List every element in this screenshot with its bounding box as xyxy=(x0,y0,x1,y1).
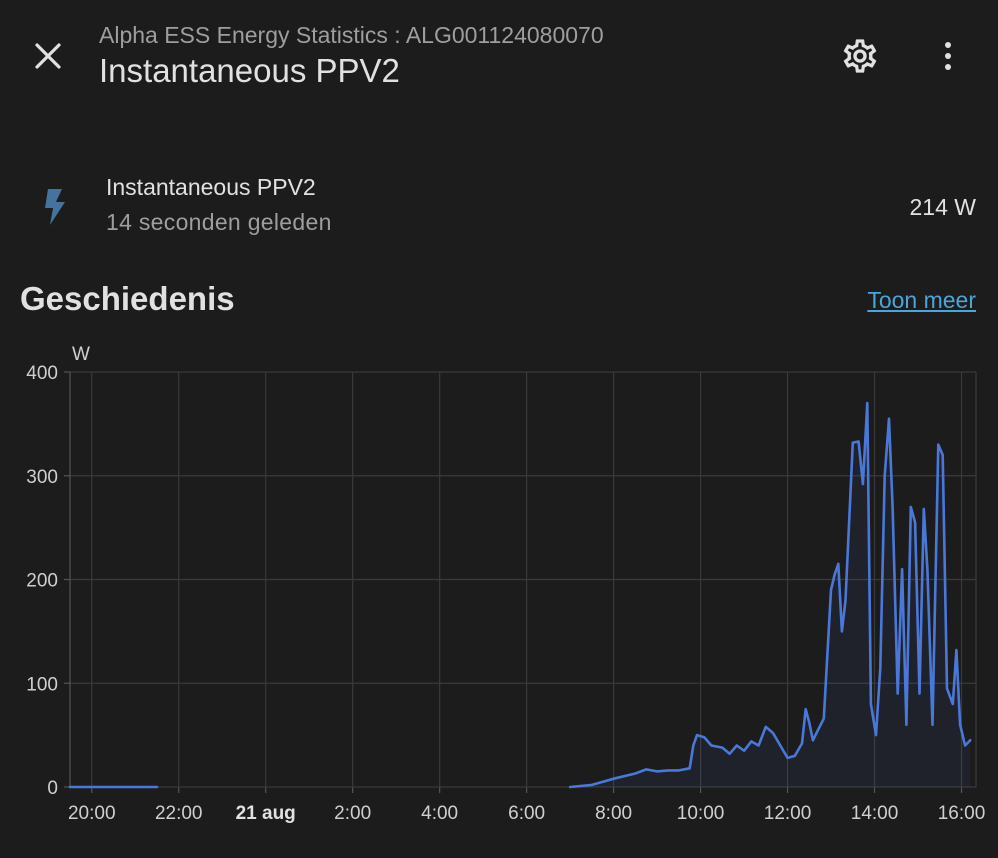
x-tick-label: 22:00 xyxy=(155,803,203,824)
show-more-link[interactable]: Toon meer xyxy=(867,287,976,313)
series-line xyxy=(568,401,972,789)
y-axis-unit: W xyxy=(72,344,90,365)
x-tick-label: 4:00 xyxy=(421,803,458,824)
dialog-title: Instantaneous PPV2 xyxy=(99,52,400,89)
more-options-button[interactable] xyxy=(928,36,968,76)
entity-name: Instantaneous PPV2 xyxy=(106,174,316,200)
x-tick-label: 16:00 xyxy=(938,803,986,824)
dialog-subtitle: Alpha ESS Energy Statistics : ALG0011240… xyxy=(99,22,604,48)
y-tick-label: 400 xyxy=(26,363,58,384)
x-tick-label: 20:00 xyxy=(68,803,116,824)
entity-last-changed: 14 seconden geleden xyxy=(106,209,332,235)
y-tick-label: 0 xyxy=(47,778,58,799)
entity-state-value: 214 W xyxy=(909,194,976,220)
settings-button[interactable] xyxy=(840,36,880,76)
x-tick-label: 6:00 xyxy=(508,803,545,824)
entity-row: Instantaneous PPV2 14 seconden geleden 2… xyxy=(0,165,998,245)
series-group xyxy=(68,401,972,789)
gear-icon xyxy=(843,39,877,73)
close-button[interactable] xyxy=(28,36,68,76)
history-chart[interactable]: 0 100 200 300 400 20:00 22:00 21 aug 2:00 4:00 6:… xyxy=(0,330,998,858)
x-tick-label: 2:00 xyxy=(334,803,371,824)
chart-svg: 0 100 200 300 400 20:00 22:00 21 aug 2:00 4:00 6:… xyxy=(26,344,985,824)
x-tick-label: 8:00 xyxy=(595,803,632,824)
dialog-header: Alpha ESS Energy Statistics : ALG0011240… xyxy=(0,0,998,110)
x-tick-label: 12:00 xyxy=(764,803,812,824)
more-vertical-icon xyxy=(945,42,951,70)
x-tick-label: 14:00 xyxy=(851,803,899,824)
close-icon xyxy=(35,43,61,69)
y-tick-label: 200 xyxy=(26,571,58,592)
y-tick-label: 100 xyxy=(26,674,58,695)
flash-icon xyxy=(40,187,70,227)
x-tick-label: 21 aug xyxy=(236,803,296,824)
y-axis-ticks: 0 100 200 300 400 xyxy=(26,363,58,799)
y-tick-label: 300 xyxy=(26,467,58,488)
x-tick-label: 10:00 xyxy=(677,803,725,824)
history-title: Geschiedenis xyxy=(20,280,235,317)
x-axis-ticks: 20:00 22:00 21 aug 2:00 4:00 6:00 8:00 10:00 12:… xyxy=(68,803,985,824)
